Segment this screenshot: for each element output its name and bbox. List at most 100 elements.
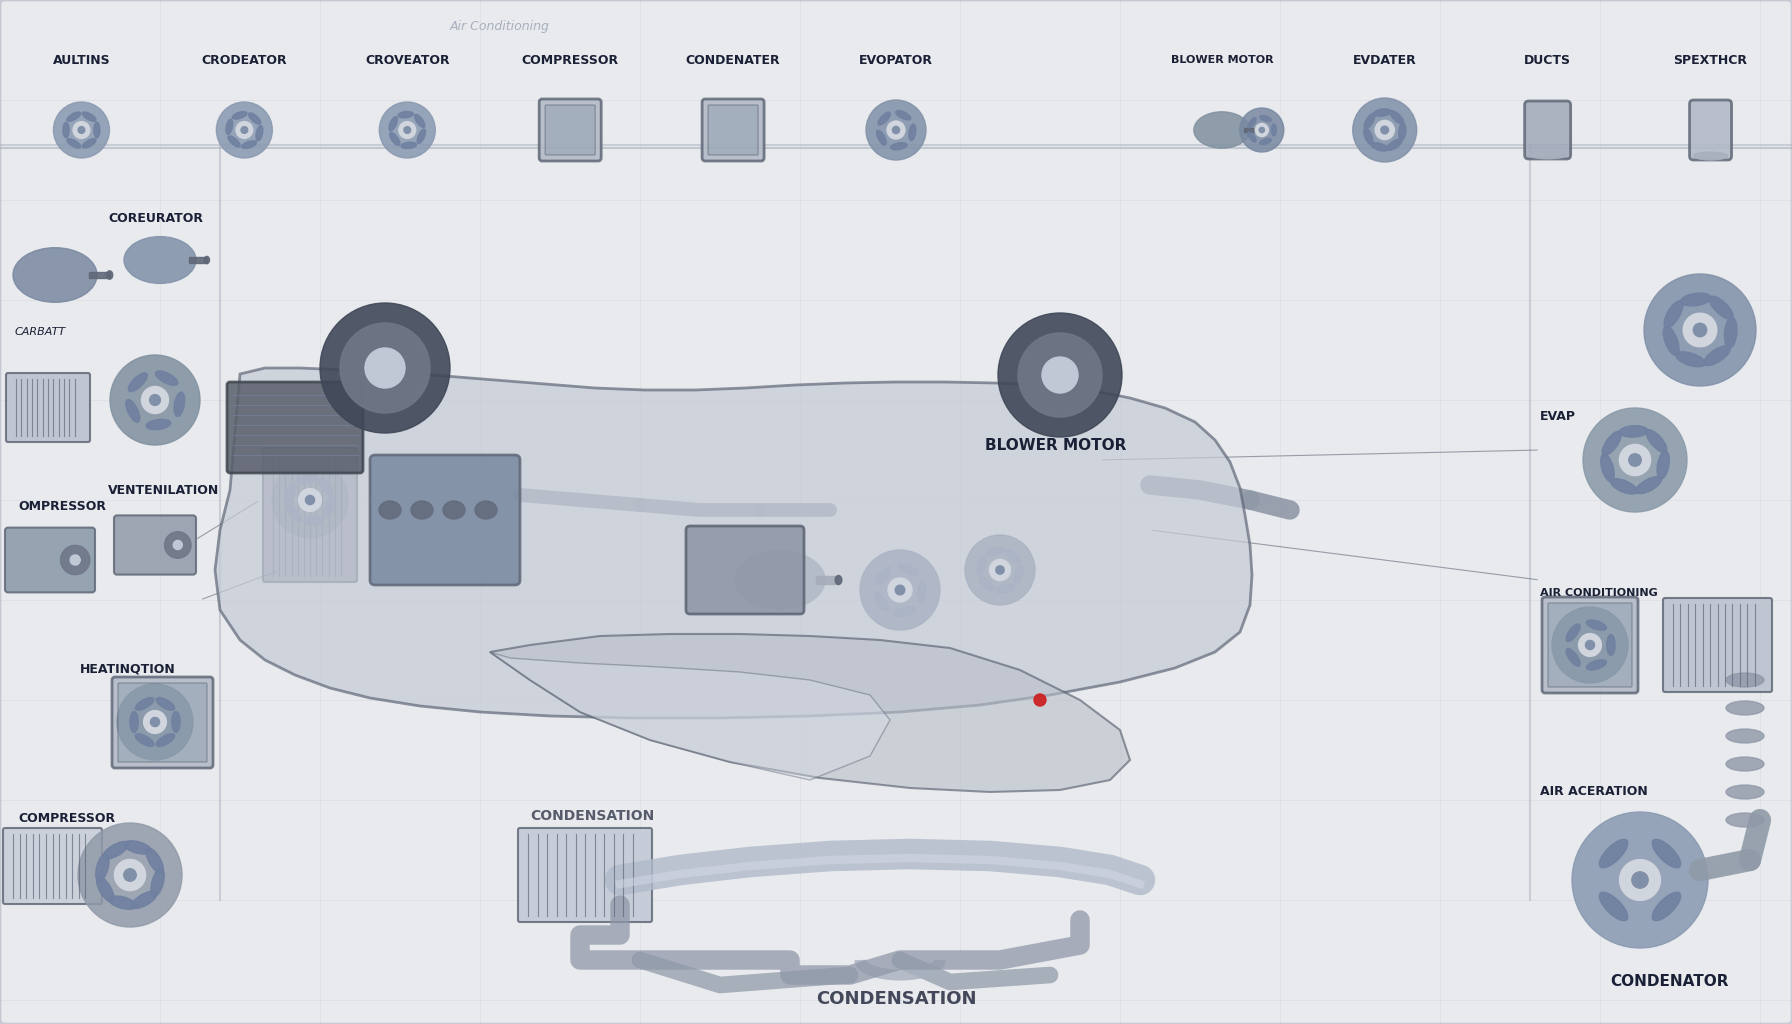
Ellipse shape <box>1400 123 1407 140</box>
Text: BLOWER MOTOR: BLOWER MOTOR <box>986 438 1127 453</box>
Ellipse shape <box>835 575 842 585</box>
Circle shape <box>1683 313 1717 347</box>
FancyBboxPatch shape <box>111 677 213 768</box>
Circle shape <box>860 550 941 630</box>
Ellipse shape <box>156 371 177 385</box>
Ellipse shape <box>443 501 464 519</box>
Bar <box>1244 128 1258 132</box>
Text: SPEXTHCR: SPEXTHCR <box>1674 53 1747 67</box>
Circle shape <box>896 585 905 595</box>
Ellipse shape <box>978 577 995 591</box>
FancyBboxPatch shape <box>263 449 357 582</box>
Circle shape <box>1629 454 1641 466</box>
Circle shape <box>1633 871 1649 888</box>
FancyBboxPatch shape <box>5 373 90 442</box>
Ellipse shape <box>896 111 910 120</box>
Text: AULTINS: AULTINS <box>52 53 111 67</box>
Circle shape <box>989 559 1011 581</box>
Ellipse shape <box>1676 352 1706 367</box>
Ellipse shape <box>124 237 195 284</box>
Ellipse shape <box>1598 892 1627 921</box>
Circle shape <box>887 121 905 139</box>
FancyBboxPatch shape <box>708 105 758 155</box>
FancyBboxPatch shape <box>4 828 102 904</box>
Ellipse shape <box>156 697 176 711</box>
Ellipse shape <box>1260 116 1271 122</box>
Ellipse shape <box>233 112 247 119</box>
FancyBboxPatch shape <box>1690 100 1731 160</box>
Ellipse shape <box>1371 142 1387 152</box>
Polygon shape <box>489 634 1131 792</box>
Ellipse shape <box>172 712 179 732</box>
Text: EVOPATOR: EVOPATOR <box>858 53 934 67</box>
FancyBboxPatch shape <box>1663 598 1772 692</box>
Circle shape <box>1353 98 1417 162</box>
Circle shape <box>1620 444 1650 475</box>
Circle shape <box>366 348 405 388</box>
Ellipse shape <box>324 498 335 517</box>
Ellipse shape <box>125 399 140 422</box>
Circle shape <box>321 303 450 433</box>
Ellipse shape <box>1658 451 1670 479</box>
Ellipse shape <box>475 501 496 519</box>
Ellipse shape <box>204 256 210 263</box>
Circle shape <box>116 684 194 760</box>
Ellipse shape <box>874 592 889 611</box>
Polygon shape <box>489 652 891 780</box>
Text: COREURATOR: COREURATOR <box>108 212 202 225</box>
Ellipse shape <box>1256 127 1260 133</box>
Text: AIR ACERATION: AIR ACERATION <box>1539 785 1649 798</box>
Ellipse shape <box>986 547 1004 556</box>
Ellipse shape <box>249 113 262 124</box>
Ellipse shape <box>106 270 113 280</box>
Ellipse shape <box>102 842 129 859</box>
Ellipse shape <box>63 122 70 137</box>
Circle shape <box>1254 124 1269 136</box>
Ellipse shape <box>1652 840 1681 867</box>
Ellipse shape <box>894 606 916 616</box>
Ellipse shape <box>242 141 256 148</box>
Ellipse shape <box>129 712 138 732</box>
Circle shape <box>866 100 926 160</box>
Text: OMPRESSOR: OMPRESSOR <box>18 500 106 513</box>
Ellipse shape <box>1586 659 1606 670</box>
Ellipse shape <box>1681 293 1711 306</box>
Circle shape <box>1382 126 1389 134</box>
Ellipse shape <box>918 581 926 603</box>
Ellipse shape <box>174 392 185 417</box>
Ellipse shape <box>1710 296 1733 319</box>
Ellipse shape <box>1566 624 1581 641</box>
FancyBboxPatch shape <box>118 683 208 762</box>
Ellipse shape <box>66 138 81 148</box>
Circle shape <box>174 541 183 550</box>
Circle shape <box>1240 108 1283 152</box>
Ellipse shape <box>1647 430 1667 453</box>
Ellipse shape <box>156 734 176 746</box>
Ellipse shape <box>93 122 100 137</box>
Circle shape <box>73 122 90 138</box>
Ellipse shape <box>876 130 887 145</box>
Text: CRODEATOR: CRODEATOR <box>201 53 287 67</box>
Ellipse shape <box>226 119 233 134</box>
Ellipse shape <box>389 132 400 145</box>
Circle shape <box>1572 812 1708 948</box>
Ellipse shape <box>303 516 324 525</box>
Text: CONDENATER: CONDENATER <box>686 53 780 67</box>
Ellipse shape <box>389 117 398 131</box>
Circle shape <box>54 102 109 158</box>
Text: COMPRESSOR: COMPRESSOR <box>18 812 115 825</box>
Circle shape <box>998 313 1122 437</box>
Ellipse shape <box>1652 892 1681 921</box>
Ellipse shape <box>1364 114 1374 129</box>
Ellipse shape <box>1391 111 1403 124</box>
Circle shape <box>403 127 410 133</box>
Ellipse shape <box>1272 124 1276 136</box>
Ellipse shape <box>1566 648 1581 666</box>
Circle shape <box>237 122 253 138</box>
Ellipse shape <box>82 138 97 148</box>
Ellipse shape <box>401 142 416 148</box>
Text: CONDENSATION: CONDENSATION <box>815 990 977 1008</box>
Bar <box>188 257 206 263</box>
Circle shape <box>1579 634 1602 656</box>
Circle shape <box>124 868 136 882</box>
